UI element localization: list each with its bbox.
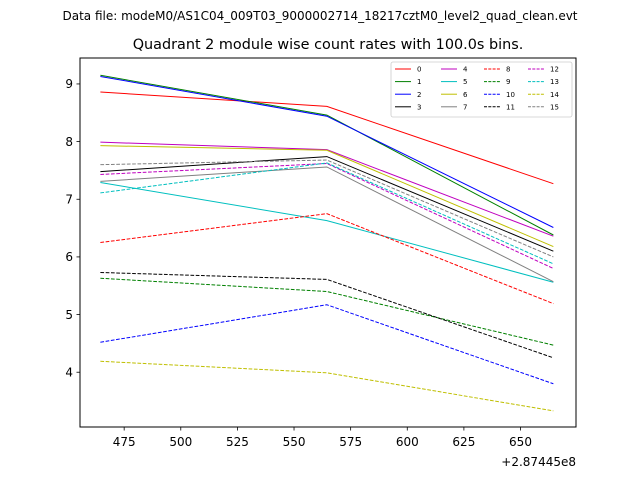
series-line-5 [100,182,554,283]
legend-label-0: 0 [417,66,421,74]
series-line-9 [100,277,554,346]
legend-label-9: 9 [506,78,510,86]
legend-label-15: 15 [550,103,559,111]
x-tick-label-650: 650 [509,435,532,449]
y-tick-label-5: 5 [65,308,73,322]
legend-label-5: 5 [463,78,467,86]
chart-title: Quadrant 2 module wise count rates with … [133,37,524,53]
series-line-8 [100,213,554,305]
y-tick-label-4: 4 [65,365,73,379]
series-line-15 [100,159,554,258]
x-tick-label-600: 600 [396,435,419,449]
series-line-13 [100,162,554,265]
series-line-3 [100,156,554,252]
legend-label-3: 3 [417,103,421,111]
x-axis: 475 500 525 550 575 600 625 650 [113,427,532,449]
axes-frame [79,57,577,428]
series-line-6 [100,145,554,248]
x-tick-label-575: 575 [339,435,362,449]
x-tick-label-625: 625 [452,435,475,449]
y-tick-label-7: 7 [65,192,73,206]
legend-label-10: 10 [506,91,515,99]
legend-label-8: 8 [506,66,510,74]
series-layer [100,74,554,412]
legend-label-14: 14 [550,91,559,99]
series-line-11 [100,271,554,359]
x-offset-label: +2.87445e8 [501,455,576,469]
series-line-7 [100,166,554,283]
series-line-2 [100,75,554,228]
x-tick-label-475: 475 [113,435,136,449]
figure-suptitle: Data file: modeM0/AS1C04_009T03_90000027… [62,9,577,23]
legend-label-7: 7 [463,103,467,111]
y-tick-label-9: 9 [65,77,73,91]
legend-label-12: 12 [550,66,559,74]
legend-label-2: 2 [417,91,421,99]
series-line-12 [100,163,554,269]
legend-label-4: 4 [463,66,468,74]
series-line-4 [100,141,554,237]
series-line-14 [100,360,554,412]
y-axis: 4 5 6 7 8 9 [65,77,80,379]
legend-label-13: 13 [550,78,559,86]
x-tick-label-500: 500 [169,435,192,449]
legend-box [390,61,573,118]
series-line-10 [100,304,554,385]
y-tick-label-6: 6 [65,250,73,264]
y-tick-label-8: 8 [65,135,73,149]
x-tick-label-550: 550 [283,435,306,449]
series-line-1 [100,74,554,236]
legend-label-1: 1 [417,78,421,86]
x-tick-label-525: 525 [226,435,249,449]
series-line-0 [100,91,554,185]
legend-label-11: 11 [506,103,515,111]
legend-label-6: 6 [463,91,468,99]
